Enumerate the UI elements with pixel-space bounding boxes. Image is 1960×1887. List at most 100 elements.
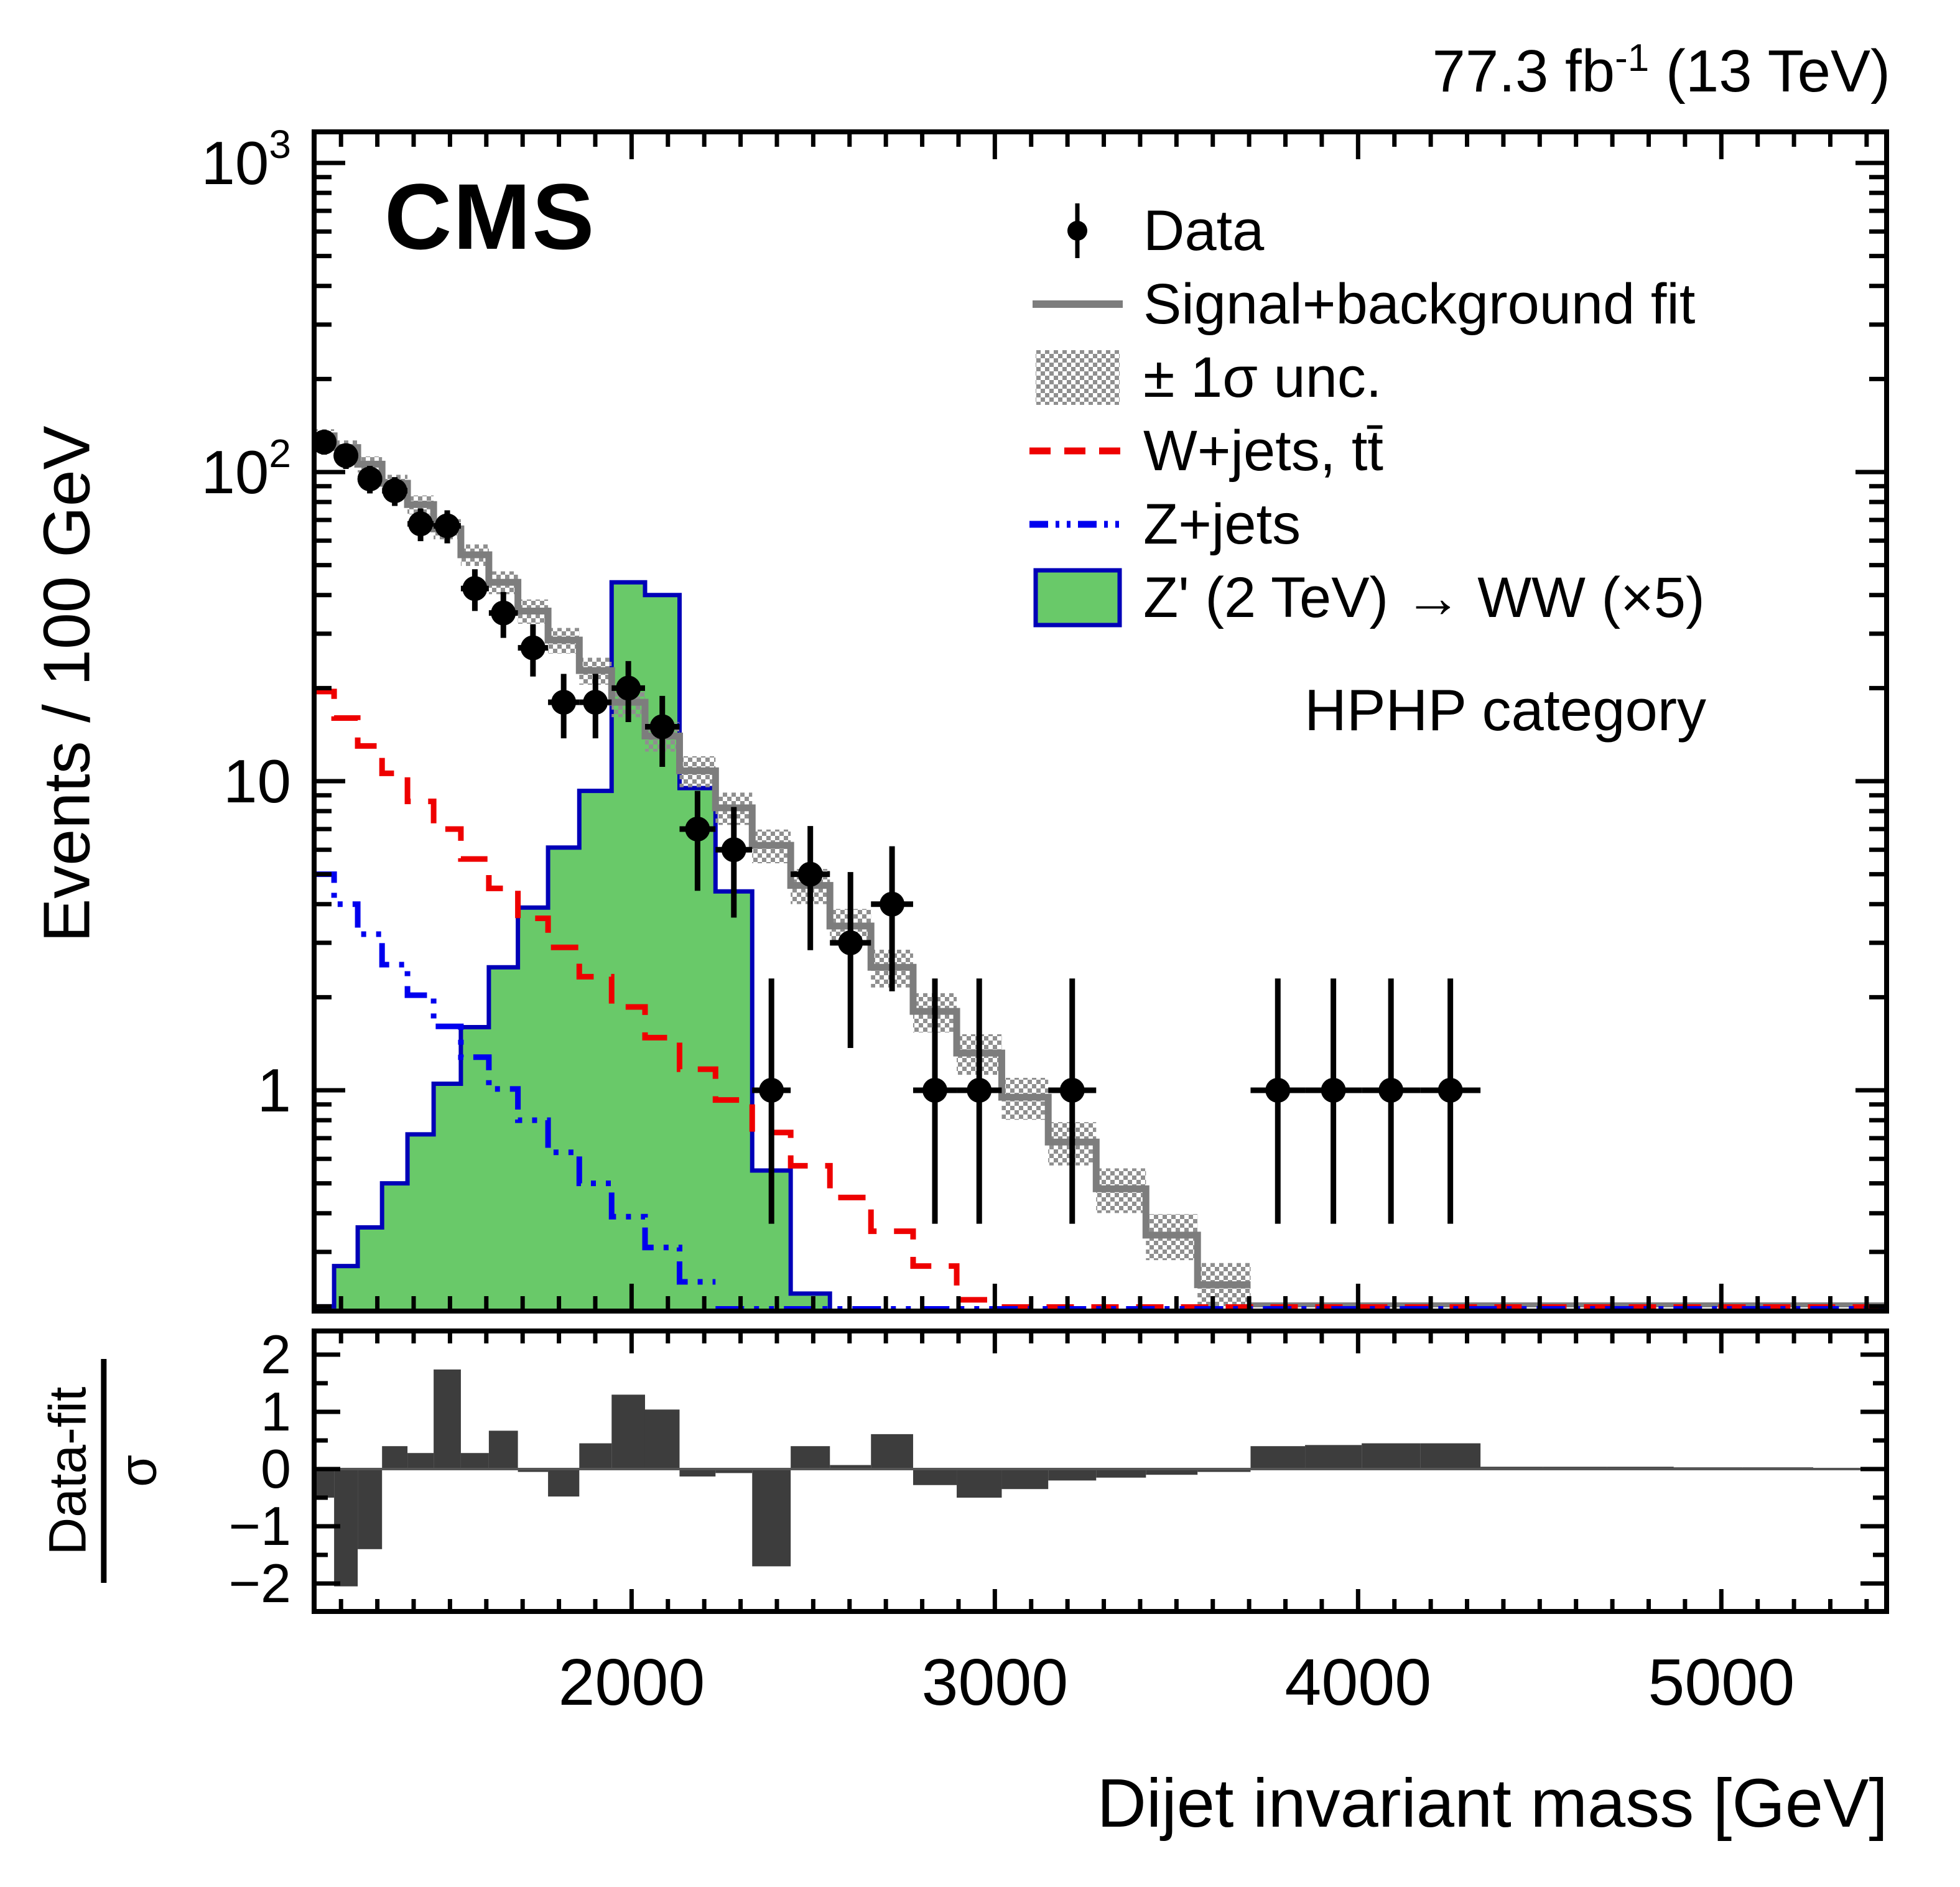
fraction-bar xyxy=(101,1359,107,1583)
data-point xyxy=(314,429,337,455)
ratio-axis-title: Data-fit σ xyxy=(38,1359,167,1583)
cms-logo-text: CMS xyxy=(384,164,596,269)
legend: Data Signal+background fit ± 1σ unc. W+jets… xyxy=(1023,194,1705,634)
ratio-panel xyxy=(314,1369,1887,1587)
x-tick-label: 2000 xyxy=(558,1646,705,1719)
data-point xyxy=(407,508,434,542)
legend-item-0: Data xyxy=(1023,194,1705,267)
ratio-bar xyxy=(1146,1469,1198,1475)
data-point xyxy=(1305,978,1362,1224)
ratio-bar xyxy=(1001,1469,1049,1490)
ratio-bar xyxy=(1250,1446,1306,1469)
data-point xyxy=(1362,978,1421,1224)
lumi-exponent: -1 xyxy=(1615,37,1650,80)
ratio-tick-label: 2 xyxy=(261,1324,291,1385)
y-tick-label: 102 xyxy=(201,431,291,506)
legend-item-label: W+jets, tt̄ xyxy=(1143,419,1383,483)
data-point xyxy=(715,807,753,918)
y-axis-title: Events / 100 GeV xyxy=(30,425,104,943)
hatch-swatch xyxy=(1036,350,1120,405)
data-point xyxy=(579,674,612,739)
data-point xyxy=(1048,978,1097,1224)
ratio-bar xyxy=(407,1453,434,1469)
legend-item-label: Data xyxy=(1143,198,1265,262)
ratio-bar xyxy=(1048,1469,1097,1481)
ratio-bar xyxy=(1420,1443,1481,1469)
y-tick-label: 10 xyxy=(223,747,291,815)
x-axis-title: Dijet invariant mass [GeV] xyxy=(1097,1765,1888,1842)
main-panel xyxy=(314,429,1887,1311)
ratio-bar xyxy=(518,1469,549,1472)
box-swatch xyxy=(1033,568,1122,628)
legend-item-label: Z+jets xyxy=(1143,492,1301,556)
data-point xyxy=(1420,978,1481,1224)
ratio-bar xyxy=(752,1469,791,1567)
legend-item-label: Z' (2 TeV) → WW (×5) xyxy=(1143,565,1705,629)
data-point xyxy=(548,674,580,739)
lumi-value: 77.3 fb xyxy=(1432,38,1615,104)
data-point xyxy=(679,790,716,891)
ratio-bar xyxy=(871,1434,913,1469)
x-tick-label: 5000 xyxy=(1648,1646,1795,1719)
ratio-title-denominator: σ xyxy=(108,1455,167,1487)
legend-item-1: Signal+background fit xyxy=(1023,267,1705,341)
data-point xyxy=(611,661,645,723)
ratio-bar xyxy=(314,1469,335,1498)
ratio-bar xyxy=(644,1409,680,1469)
ratio-tick-label: 1 xyxy=(261,1381,291,1442)
data-point xyxy=(752,978,791,1224)
axis-ticks xyxy=(314,132,1887,1611)
x-tick-label: 3000 xyxy=(921,1646,1068,1719)
ratio-bar xyxy=(957,1469,1002,1498)
ratio-bar xyxy=(830,1465,871,1469)
dash-swatch xyxy=(1029,447,1126,455)
ratio-bar xyxy=(1305,1445,1362,1469)
ratio-bar xyxy=(715,1469,753,1473)
data-point xyxy=(913,978,957,1224)
y-tick-label: 103 xyxy=(201,122,291,197)
data-point xyxy=(791,826,830,950)
legend-item-5: Z' (2 TeV) → WW (×5) xyxy=(1023,561,1705,634)
ratio-tick-label: −1 xyxy=(229,1495,291,1557)
uncertainty-band xyxy=(314,429,1251,1311)
legend-item-label: ± 1σ unc. xyxy=(1143,345,1382,409)
ratio-tick-label: 0 xyxy=(261,1438,291,1500)
legend-item-2: ± 1σ unc. xyxy=(1023,341,1705,414)
ratio-bar xyxy=(548,1469,580,1497)
ratio-bar xyxy=(488,1430,518,1469)
data-point xyxy=(1250,978,1306,1224)
ratio-bar xyxy=(913,1469,957,1485)
luminosity-label: 77.3 fb-1 (13 TeV) xyxy=(1433,36,1890,106)
ratio-bar xyxy=(791,1446,830,1469)
data-point xyxy=(871,846,913,991)
data-point xyxy=(357,465,383,494)
data-swatch xyxy=(1067,203,1087,258)
legend-item-label: Signal+background fit xyxy=(1143,272,1696,336)
zjets-line xyxy=(314,871,716,1285)
ratio-tick-label: −2 xyxy=(229,1552,291,1614)
ratio-bar xyxy=(434,1369,461,1469)
category-label: HPHP category xyxy=(1304,677,1707,743)
ratio-bar xyxy=(1197,1469,1251,1472)
data-point xyxy=(518,624,549,677)
y-tick-label: 1 xyxy=(257,1056,291,1124)
ratio-bar xyxy=(460,1453,489,1469)
data-point xyxy=(644,695,680,767)
dashdot-swatch xyxy=(1029,521,1126,528)
line-swatch xyxy=(1033,300,1123,308)
x-tick-label: 4000 xyxy=(1284,1646,1431,1719)
lumi-energy: (13 TeV) xyxy=(1649,38,1890,104)
data-point xyxy=(830,872,871,1049)
data-point xyxy=(957,978,1002,1224)
ratio-bar xyxy=(679,1469,716,1477)
ratio-bar xyxy=(1096,1469,1146,1478)
data-point xyxy=(460,569,489,611)
ratio-bar xyxy=(611,1394,645,1469)
ratio-bar xyxy=(1362,1443,1421,1469)
data-point xyxy=(333,443,359,469)
data-point xyxy=(434,510,461,544)
ratio-title-numerator: Data-fit xyxy=(38,1386,97,1556)
ratio-bar xyxy=(358,1469,383,1549)
